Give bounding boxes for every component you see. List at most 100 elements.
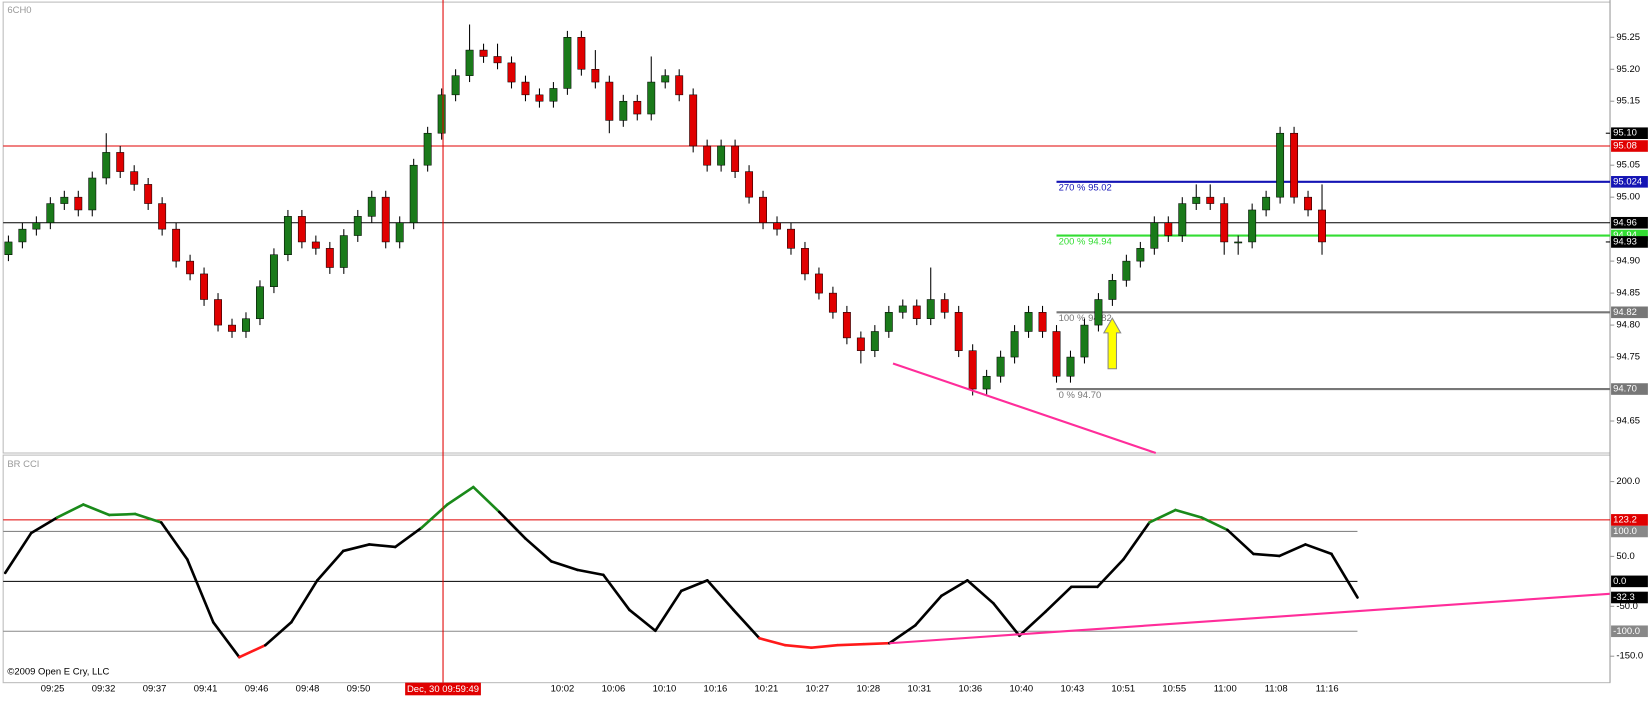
cci-segment bbox=[3, 531, 33, 575]
cci-segment bbox=[1018, 610, 1047, 638]
candle-body bbox=[214, 299, 222, 326]
cci-segment bbox=[1278, 543, 1307, 558]
candle-body bbox=[256, 286, 264, 319]
cci-segment bbox=[289, 579, 319, 624]
candle-body bbox=[842, 312, 851, 339]
candle-body bbox=[339, 235, 348, 268]
candle-body bbox=[88, 177, 97, 211]
fib-text: 100 % 94.82 bbox=[1059, 313, 1112, 324]
candle-body bbox=[381, 196, 390, 243]
cci-segment bbox=[159, 521, 189, 561]
candle-body bbox=[507, 62, 516, 83]
x-tick-label: 10:31 bbox=[907, 683, 931, 694]
cci-segment bbox=[1122, 521, 1151, 561]
x-tick-label: 11:08 bbox=[1265, 683, 1288, 694]
candle-body bbox=[228, 324, 236, 332]
cursor-label-box bbox=[405, 682, 481, 696]
cci-segment bbox=[836, 642, 865, 647]
candle-body bbox=[787, 228, 795, 249]
arrow-icon bbox=[1102, 317, 1122, 370]
cci-segment bbox=[107, 512, 137, 517]
candle-body bbox=[703, 145, 712, 166]
cci-segment bbox=[524, 537, 553, 563]
candle-body bbox=[1066, 356, 1075, 377]
candle-body bbox=[675, 75, 684, 96]
cci-panel bbox=[2, 454, 1611, 684]
y-tick-label: 94.80 bbox=[1616, 320, 1640, 331]
candle-body bbox=[353, 216, 362, 236]
y-tick-label: 95.20 bbox=[1616, 64, 1640, 75]
candle-body bbox=[493, 56, 502, 64]
candle-body bbox=[549, 88, 558, 102]
y-tick-label: 94.85 bbox=[1616, 288, 1640, 299]
x-tick-label: 10:02 bbox=[551, 683, 575, 694]
cci-segment bbox=[966, 579, 995, 605]
cci-segment bbox=[81, 503, 111, 517]
candle-body bbox=[926, 299, 935, 319]
cci-segment bbox=[472, 485, 501, 514]
x-tick-label: 10:06 bbox=[602, 683, 626, 694]
candle-body bbox=[158, 203, 167, 230]
axis-label-box bbox=[1611, 383, 1648, 395]
candle-body bbox=[1304, 196, 1312, 211]
cci-segment bbox=[1330, 552, 1359, 599]
candle-body bbox=[619, 100, 628, 121]
candle-body bbox=[870, 331, 879, 351]
candle-body bbox=[661, 75, 670, 83]
candle-body bbox=[759, 196, 767, 224]
x-tick-label: 09:41 bbox=[194, 683, 218, 694]
cci-segment bbox=[315, 549, 345, 582]
cci-segment bbox=[1200, 516, 1229, 532]
axis-label-box bbox=[1611, 525, 1648, 538]
x-tick-label: 09:37 bbox=[143, 683, 167, 694]
cci-segment bbox=[602, 573, 631, 612]
price-panel bbox=[2, 1, 1611, 454]
candle-body bbox=[1234, 241, 1243, 244]
candle-body bbox=[996, 356, 1005, 377]
x-tick-label: 10:40 bbox=[1009, 683, 1033, 694]
cci-segment bbox=[758, 636, 787, 647]
candle-body bbox=[144, 184, 153, 204]
candle-body bbox=[451, 75, 460, 96]
candle-body bbox=[940, 299, 949, 313]
cci-segment bbox=[133, 512, 163, 524]
axis-label: 94.96 bbox=[1613, 217, 1637, 228]
axis-label-box bbox=[1611, 229, 1648, 242]
candle-body bbox=[1136, 248, 1145, 262]
footer: ©2009 Open E Cry, LLC bbox=[7, 667, 109, 678]
cci-segment bbox=[1174, 508, 1203, 519]
cci-segment bbox=[341, 543, 371, 553]
candle-body bbox=[297, 216, 306, 243]
cci-segment bbox=[992, 602, 1021, 638]
y-tick-label: 50.0 bbox=[1616, 551, 1634, 562]
candle-body bbox=[1248, 209, 1257, 243]
fib-text: 200 % 94.94 bbox=[1059, 236, 1112, 247]
candle-body bbox=[18, 228, 27, 243]
x-tick-label: 10:21 bbox=[755, 683, 779, 694]
cci-segment bbox=[1304, 543, 1333, 556]
candle-body bbox=[1178, 203, 1187, 236]
cci-segment bbox=[498, 510, 527, 540]
cci-segment bbox=[55, 503, 85, 519]
candle-body bbox=[172, 228, 181, 262]
candle-body bbox=[982, 375, 991, 390]
x-tick-label: 10:43 bbox=[1060, 683, 1084, 694]
axis-label-box bbox=[1611, 176, 1648, 188]
candle-body bbox=[563, 37, 572, 89]
cci-segment bbox=[394, 526, 423, 549]
candle-body bbox=[46, 203, 55, 224]
candle-body bbox=[912, 305, 921, 319]
fib-text: 270 % 95.02 bbox=[1059, 183, 1112, 194]
cci-segment bbox=[1096, 558, 1125, 589]
candle-body bbox=[745, 171, 754, 198]
x-tick-label: 09:46 bbox=[245, 683, 269, 694]
candle-body bbox=[1052, 331, 1061, 377]
cci-segment bbox=[706, 579, 735, 612]
candle-body bbox=[1262, 196, 1271, 211]
candle-body bbox=[1290, 132, 1299, 198]
cci-segment bbox=[237, 643, 267, 659]
candle-body bbox=[1094, 299, 1103, 326]
candle-body bbox=[102, 152, 111, 179]
candle-body bbox=[395, 222, 404, 243]
candle-body bbox=[4, 241, 13, 255]
